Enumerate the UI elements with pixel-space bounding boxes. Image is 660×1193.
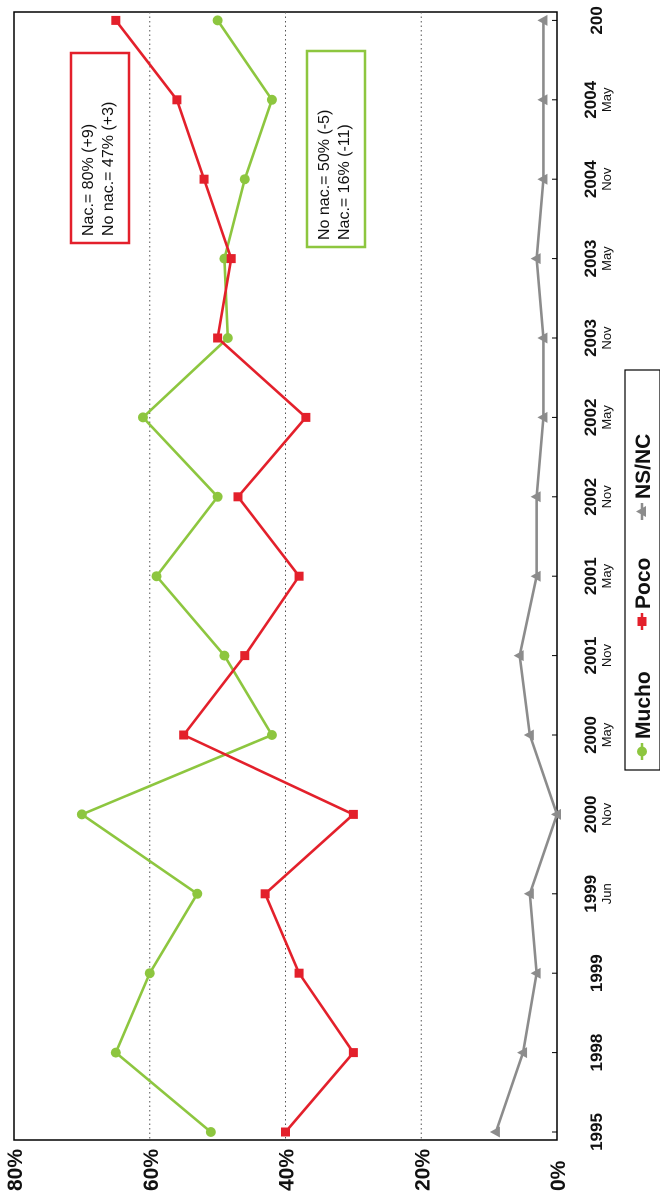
data-point — [489, 1126, 500, 1138]
annotation-box — [69, 51, 131, 245]
data-point — [226, 254, 236, 264]
y-tick-label: 20% — [411, 1149, 434, 1191]
data-point — [530, 967, 541, 979]
x-tick-year: 2003 — [581, 240, 600, 278]
legend-label: Poco — [632, 558, 655, 609]
data-point — [523, 729, 534, 741]
annotation-text: No nac.= 50% (-5) — [316, 110, 333, 240]
data-point — [348, 1048, 358, 1058]
legend-marker — [636, 506, 646, 517]
legend-label: NS/NC — [632, 434, 655, 499]
legend-marker — [637, 746, 647, 757]
data-point — [240, 651, 250, 661]
x-tick-year: 1995 — [587, 1113, 606, 1151]
annotation-text: Nac.= 16% (-11) — [336, 124, 353, 240]
x-tick-year: 200 — [587, 6, 606, 34]
data-point — [199, 174, 209, 184]
x-tick-year: 1999 — [587, 954, 606, 992]
data-point — [233, 492, 243, 502]
data-point — [222, 333, 233, 343]
y-axis-ticks: 0% 20% 40% 60% 80% — [4, 1149, 570, 1191]
data-point — [537, 14, 548, 26]
data-point — [144, 968, 155, 979]
x-tick-year: 2000 — [581, 716, 600, 754]
data-point — [172, 95, 182, 105]
data-point — [76, 809, 87, 820]
legend-box — [624, 369, 660, 771]
x-tick-year: 1998 — [587, 1034, 606, 1072]
x-tick-year: 2004 — [581, 160, 600, 198]
legend-label: Mucho — [632, 671, 655, 739]
data-point — [212, 15, 223, 26]
data-point — [137, 412, 148, 423]
data-point — [551, 808, 561, 820]
y-tick-label: 80% — [4, 1149, 27, 1191]
data-point — [294, 968, 304, 978]
data-point — [301, 412, 311, 422]
x-tick-sub: May — [599, 722, 614, 747]
legend: Mucho Poco NS/NC — [624, 369, 660, 771]
x-tick-sub: Nov — [599, 644, 614, 668]
annotation-text: No nac.= 47% (+3) — [100, 102, 117, 236]
data-point — [348, 809, 358, 819]
data-point — [213, 333, 223, 343]
x-tick-year: 2001 — [581, 557, 600, 595]
x-tick-sub: May — [599, 405, 614, 430]
data-point — [192, 888, 203, 899]
annotation-text: Nac.= 80% (+9) — [80, 124, 97, 236]
series-layer — [76, 14, 561, 1138]
x-tick-year: 2004 — [581, 80, 600, 118]
data-point — [537, 94, 548, 106]
data-point — [151, 571, 162, 582]
x-tick-sub: May — [599, 87, 614, 112]
x-tick-sub: Jun — [599, 883, 614, 904]
data-point — [219, 650, 230, 661]
grid-lines — [149, 12, 422, 1140]
y-tick-label: 40% — [276, 1149, 299, 1191]
x-tick-sub: Nov — [599, 485, 614, 509]
data-point — [530, 570, 541, 582]
data-point — [530, 253, 541, 265]
y-tick-label: 0% — [547, 1160, 570, 1191]
x-tick-sub: Nov — [599, 326, 614, 350]
data-point — [179, 730, 189, 740]
data-point — [537, 411, 548, 423]
data-point — [266, 94, 277, 105]
data-point — [537, 173, 548, 185]
data-point — [111, 15, 121, 25]
data-point — [537, 332, 548, 344]
x-tick-year: 1999 — [581, 875, 600, 913]
annotation-layer: Nac.= 80% (+9) No nac.= 47% (+3) No nac.= … — [69, 49, 367, 249]
data-point — [294, 571, 304, 581]
data-point — [212, 491, 223, 502]
data-point — [517, 1047, 528, 1059]
x-tick-sub: Nov — [599, 167, 614, 191]
x-tick-year: 2002 — [581, 478, 600, 516]
data-point — [513, 650, 524, 662]
series-line-nsnc — [494, 20, 559, 1133]
x-tick-year: 2003 — [581, 319, 600, 357]
x-tick-year: 2002 — [581, 398, 600, 436]
x-tick-sub: Nov — [599, 802, 614, 826]
data-point — [239, 174, 250, 185]
y-tick-label: 60% — [140, 1149, 163, 1191]
x-tick-year: 2001 — [581, 637, 600, 675]
data-point — [523, 888, 534, 900]
data-point — [266, 730, 277, 740]
legend-marker — [637, 617, 647, 626]
data-point — [530, 491, 541, 503]
data-point — [205, 1127, 216, 1137]
x-tick-sub: May — [599, 563, 614, 588]
data-point — [281, 1127, 290, 1137]
data-point — [260, 889, 270, 899]
x-tick-year: 2000 — [581, 795, 600, 833]
data-point — [110, 1047, 121, 1058]
annotation-box — [305, 49, 367, 249]
x-tick-sub: May — [599, 246, 614, 271]
